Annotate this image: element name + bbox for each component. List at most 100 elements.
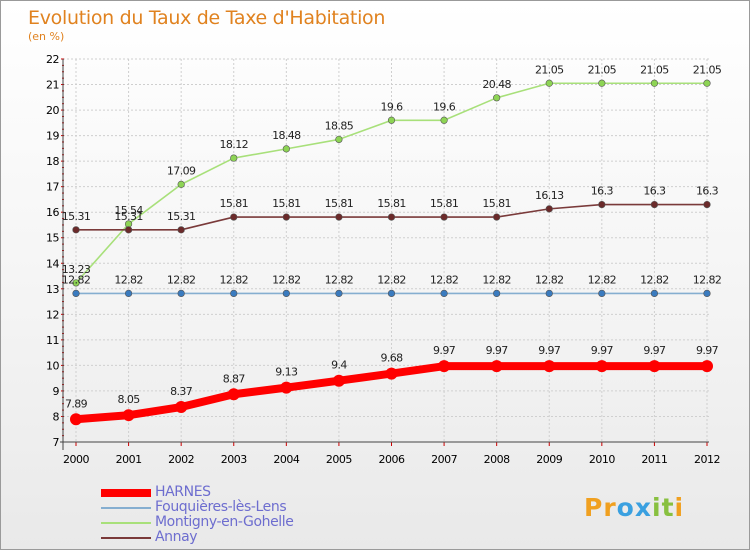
- data-label: 9.97: [643, 344, 666, 357]
- data-point: [72, 289, 80, 297]
- y-tick-label: 16: [46, 206, 59, 219]
- data-label: 8.37: [170, 385, 193, 398]
- data-label: 21.05: [693, 63, 722, 76]
- data-point: [227, 388, 240, 401]
- data-point: [595, 360, 608, 373]
- data-label: 12.82: [62, 273, 91, 286]
- data-label: 13.23: [62, 263, 91, 276]
- data-point: [598, 289, 606, 297]
- legend-item: Fouquières-lès-Lens: [101, 500, 294, 515]
- x-tick-label: 2000: [63, 453, 89, 466]
- data-point: [387, 213, 396, 221]
- logo-letter: i: [652, 493, 662, 522]
- data-label: 15.81: [325, 197, 354, 210]
- data-label: 18.48: [272, 129, 301, 142]
- x-tick-label: 2010: [589, 453, 615, 466]
- data-point: [490, 360, 503, 373]
- data-point: [230, 289, 238, 297]
- y-tick-label: 18: [46, 155, 59, 168]
- data-label: 9.97: [538, 344, 561, 357]
- y-tick-label: 21: [46, 79, 59, 92]
- data-label: 16.13: [535, 189, 564, 202]
- x-tick-label: 2007: [431, 453, 457, 466]
- data-point: [438, 360, 451, 373]
- data-label: 9.13: [275, 366, 298, 379]
- proxiti-logo: Proxiti: [584, 493, 684, 522]
- data-label: 12.82: [693, 273, 722, 286]
- data-label: 9.97: [591, 344, 614, 357]
- data-label: 18.12: [220, 138, 249, 151]
- data-point: [650, 289, 659, 297]
- data-label: 9.97: [433, 344, 456, 357]
- data-point: [650, 79, 659, 87]
- data-label: 15.31: [62, 210, 91, 223]
- data-point: [650, 200, 659, 209]
- data-point: [493, 94, 501, 102]
- data-label: 15.81: [272, 197, 301, 210]
- chart-title: Evolution du Taux de Taxe d'Habitation: [28, 7, 386, 29]
- y-tick-label: 9: [53, 385, 60, 398]
- data-label: 12.82: [325, 273, 354, 286]
- x-tick-label: 2004: [273, 453, 299, 466]
- series-layer: [70, 79, 713, 426]
- y-tick-label: 10: [46, 359, 59, 372]
- data-labels: 13.23 15.54 17.09 18.12 18.48 18.85 19.6 19.6 20…: [62, 63, 723, 410]
- x-tick-label: 2009: [536, 453, 562, 466]
- legend-label: HARNES: [155, 484, 211, 500]
- legend-item: Annay: [101, 530, 294, 545]
- y-tick-label: 17: [46, 181, 59, 194]
- legend-item: Montigny-en-Gohelle: [101, 515, 294, 530]
- data-point: [177, 289, 185, 297]
- x-tick-label: 2012: [694, 453, 720, 466]
- data-label: 12.82: [430, 273, 459, 286]
- data-label: 15.81: [430, 197, 459, 210]
- y-tick-label: 8: [53, 410, 60, 423]
- data-label: 21.05: [535, 63, 564, 76]
- y-tick-label: 14: [46, 257, 59, 270]
- data-label: 15.54: [114, 204, 143, 217]
- data-label: 15.81: [377, 197, 406, 210]
- data-label: 12.82: [220, 273, 249, 286]
- data-point: [122, 409, 135, 422]
- data-point: [648, 360, 661, 373]
- data-point: [332, 374, 345, 387]
- y-tick-label: 7: [53, 436, 60, 449]
- data-label: 21.05: [640, 63, 669, 76]
- data-point: [70, 413, 82, 426]
- data-label: 8.87: [223, 372, 246, 385]
- data-point: [387, 116, 396, 124]
- data-point: [124, 226, 133, 234]
- data-label: 15.31: [167, 210, 196, 223]
- x-tick-label: 2006: [379, 453, 405, 466]
- data-point: [175, 401, 188, 414]
- data-label: 16.3: [643, 185, 666, 198]
- data-point: [282, 145, 290, 153]
- data-label: 12.82: [588, 273, 617, 286]
- grid-lines: [63, 58, 709, 443]
- x-tick-label: 2005: [326, 453, 352, 466]
- data-label: 9.97: [696, 344, 719, 357]
- x-tick-label: 2003: [221, 453, 247, 466]
- data-label: 12.82: [167, 273, 196, 286]
- data-label: 8.05: [118, 393, 141, 406]
- data-point: [72, 226, 80, 234]
- data-label: 9.68: [380, 352, 403, 365]
- data-point: [124, 289, 133, 297]
- data-point: [177, 180, 185, 188]
- data-label: 16.3: [696, 185, 719, 198]
- legend-swatch: [101, 506, 151, 509]
- data-point: [440, 116, 448, 124]
- data-point: [703, 79, 711, 87]
- data-point: [335, 289, 343, 297]
- data-point: [545, 289, 553, 297]
- logo-letter: r: [603, 493, 617, 522]
- legend-swatch: [101, 536, 151, 539]
- legend-label: Fouquières-lès-Lens: [155, 499, 287, 515]
- data-point: [543, 360, 556, 373]
- data-label: 12.82: [535, 273, 564, 286]
- data-label: 21.05: [588, 63, 617, 76]
- y-tick-label: 11: [46, 334, 59, 347]
- y-tick-label: 19: [46, 130, 59, 143]
